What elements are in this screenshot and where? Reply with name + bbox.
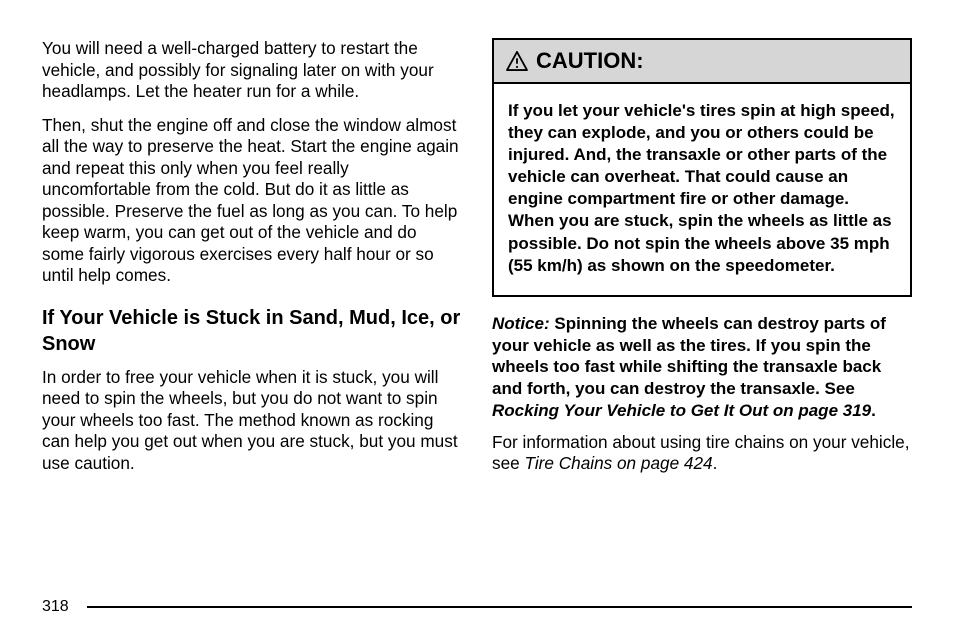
footer-rule (87, 606, 912, 608)
caution-box: CAUTION: If you let your vehicle's tires… (492, 38, 912, 297)
paragraph-engine-off: Then, shut the engine off and close the … (42, 115, 462, 287)
info-period: . (713, 453, 718, 473)
right-column: CAUTION: If you let your vehicle's tires… (492, 38, 912, 487)
notice-reference: Rocking Your Vehicle to Get It Out on pa… (492, 401, 871, 420)
notice-period: . (871, 401, 876, 420)
page-number: 318 (42, 598, 69, 616)
manual-page: You will need a well-charged battery to … (0, 0, 954, 636)
page-footer: 318 (42, 598, 912, 616)
heading-stuck-vehicle: If Your Vehicle is Stuck in Sand, Mud, I… (42, 305, 462, 357)
content-columns: You will need a well-charged battery to … (42, 38, 912, 487)
notice-label: Notice: (492, 314, 550, 333)
caution-title: CAUTION: (536, 48, 644, 74)
info-reference: Tire Chains on page 424 (525, 453, 713, 473)
caution-body: If you let your vehicle's tires spin at … (494, 84, 910, 295)
paragraph-battery: You will need a well-charged battery to … (42, 38, 462, 103)
left-column: You will need a well-charged battery to … (42, 38, 462, 487)
paragraph-free-vehicle: In order to free your vehicle when it is… (42, 367, 462, 475)
caution-header: CAUTION: (494, 40, 910, 84)
warning-triangle-icon (506, 51, 528, 71)
info-paragraph: For information about using tire chains … (492, 432, 912, 475)
notice-paragraph: Notice: Spinning the wheels can destroy … (492, 313, 912, 422)
